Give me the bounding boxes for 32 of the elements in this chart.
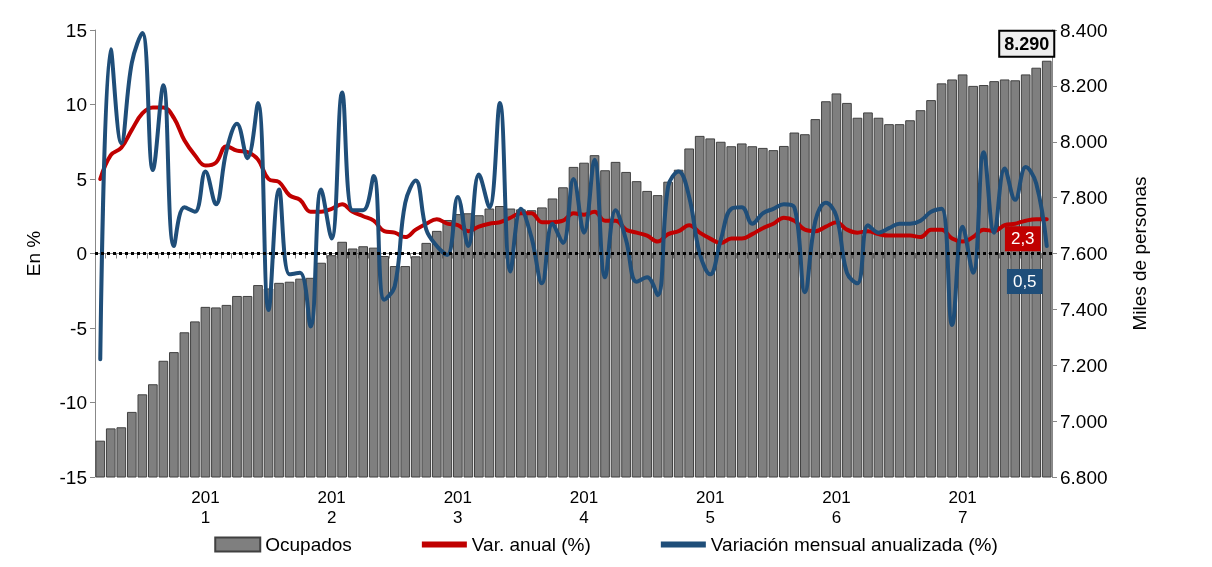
y-tick-label: -10: [59, 392, 87, 413]
y2-tick-label: 8.000: [1060, 131, 1108, 153]
x-tick-label: 2014: [569, 487, 599, 527]
y-axis-title: En %: [23, 230, 44, 277]
data-label: 0,5: [1012, 272, 1037, 292]
data-label: 8.290: [1004, 33, 1050, 54]
y2-tick-label: 7.600: [1060, 243, 1108, 264]
x-tick-label: 2011: [191, 487, 220, 527]
x-tick-label: 2015: [696, 487, 725, 527]
y-tick-label: -5: [70, 317, 87, 339]
y-tick-label: 10: [65, 94, 87, 115]
y2-tick-label: 7.000: [1060, 410, 1108, 432]
y2-tick-label: 8.200: [1060, 75, 1108, 97]
legend-label: Var. anual (%): [471, 534, 591, 555]
line-series: [98, 30, 1049, 362]
y2-tick-label: 8.400: [1060, 19, 1108, 41]
legend-label: Variación mensual anualizada (%): [710, 534, 998, 555]
y2-axis-title: Miles de personas: [1129, 176, 1150, 331]
y-tick-label: 5: [76, 168, 87, 190]
y2-tick-label: 7.200: [1060, 354, 1108, 376]
x-tick-label: 2012: [317, 487, 346, 527]
y2-tick-label: 6.800: [1060, 466, 1108, 488]
legend-label: Ocupados: [265, 534, 352, 555]
x-tick-label: 2013: [443, 487, 473, 527]
y-tick-label: 0: [76, 243, 87, 264]
data-label: 2,3: [1010, 229, 1035, 249]
y2-tick-label: 7.800: [1060, 187, 1108, 209]
y-tick-label: -15: [59, 466, 87, 488]
y-tick-label: 15: [65, 19, 87, 41]
x-tick-label: 2017: [948, 487, 977, 527]
y2-tick-label: 7.400: [1060, 298, 1108, 320]
x-tick-label: 2016: [822, 487, 851, 527]
